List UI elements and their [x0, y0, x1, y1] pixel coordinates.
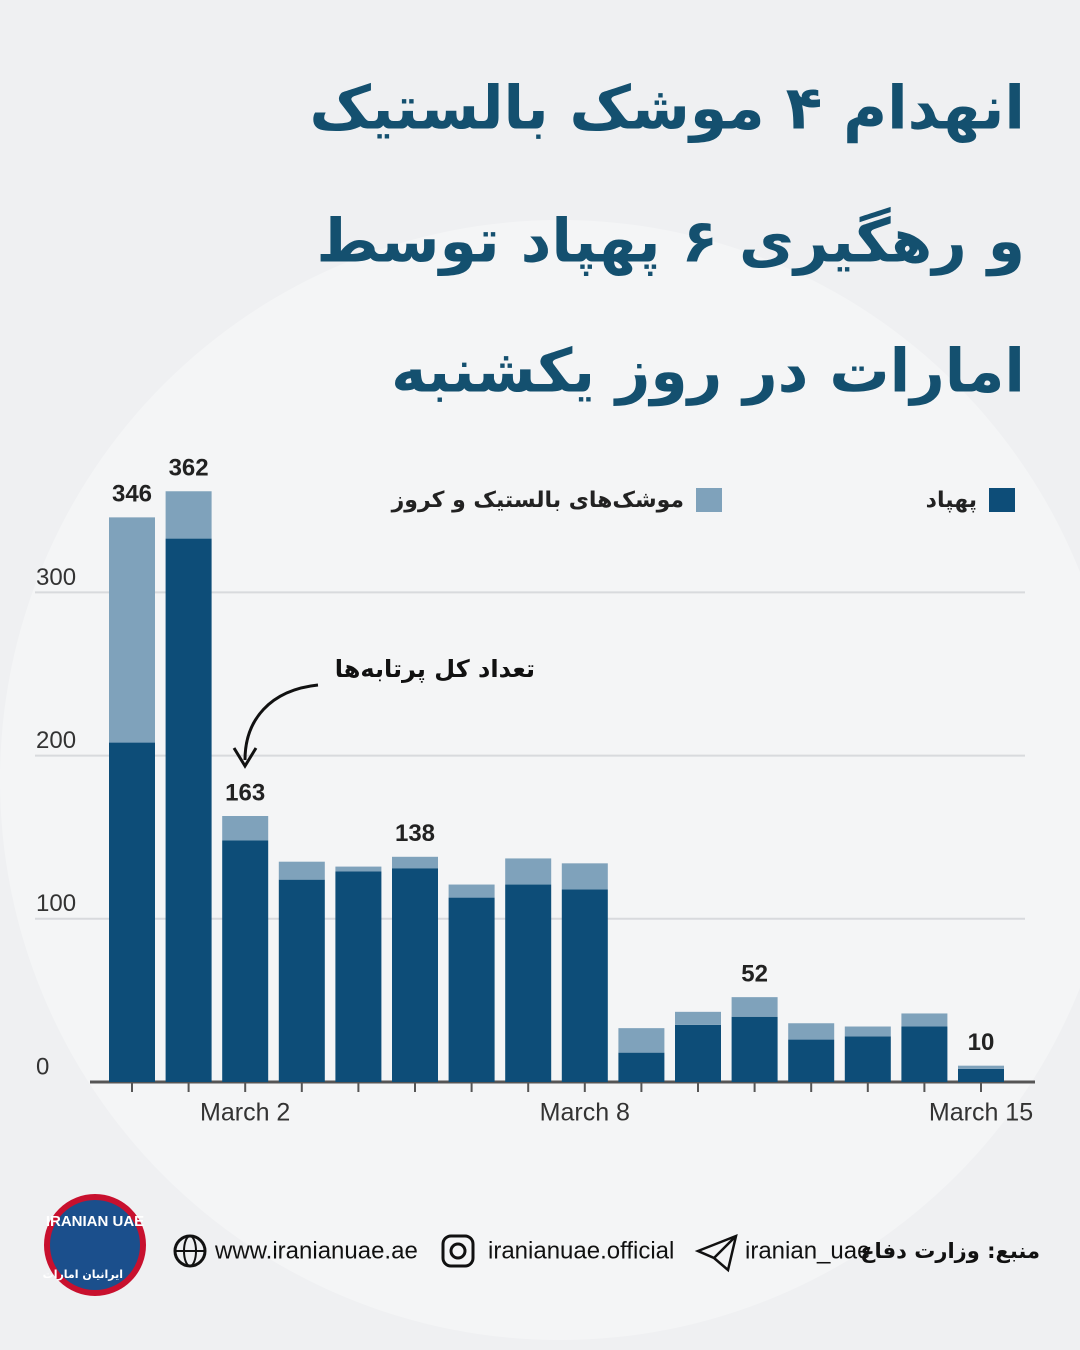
bar-segment [675, 1011, 721, 1025]
x-tick-label: March 8 [540, 1099, 630, 1127]
legend-swatch [989, 488, 1015, 512]
arrow-head [232, 747, 258, 769]
legend-label: پهپاد [926, 488, 977, 513]
bar-segment [335, 871, 382, 1082]
y-tick-label: 0 [36, 1053, 49, 1080]
logo [44, 1194, 146, 1296]
y-tick-label: 200 [36, 727, 76, 754]
bar-segment [222, 840, 269, 1082]
bar-segment [788, 1023, 835, 1040]
bar-segment [165, 538, 212, 1082]
bar-segment [958, 1068, 1004, 1082]
bar-segment [335, 866, 382, 872]
bar-segment [901, 1013, 948, 1027]
total-label: 362 [169, 455, 209, 482]
x-tick-label: March 15 [929, 1099, 1033, 1127]
bar-segment [561, 863, 608, 890]
instagram-icon [449, 1242, 467, 1260]
source: منبع: وزارت دفاع [860, 1239, 1040, 1263]
website[interactable]: www.iranianuae.ae [214, 1237, 418, 1264]
instagram-icon [441, 1234, 475, 1268]
chart: 0 100 200 300 346 362 March 2 163 138 March 8 52 Ma… [35, 455, 1035, 1127]
y-tick-label: 100 [36, 890, 76, 917]
bar-segment [278, 879, 325, 1082]
bar-segment [618, 1052, 665, 1082]
title-line: انهدام ۴ موشک بالستیک [310, 74, 1025, 144]
telegram-icon [694, 1233, 738, 1273]
legend-swatch [696, 488, 722, 512]
bar-segment [109, 742, 155, 1082]
y-tick-label: 300 [36, 564, 76, 591]
total-label: 163 [225, 779, 265, 806]
x-tick-label: March 2 [200, 1099, 290, 1127]
bar-segment [901, 1026, 948, 1082]
total-label: 138 [395, 820, 435, 847]
bar-segment [392, 868, 438, 1082]
bar-segment [731, 1016, 778, 1082]
bar-segment [448, 884, 495, 898]
bar-segment [109, 517, 155, 743]
total-label: 52 [741, 960, 768, 987]
instagram[interactable]: iranianuae.official [488, 1237, 674, 1264]
telegram[interactable]: iranian_uae [745, 1237, 870, 1264]
bar-segment [561, 889, 608, 1082]
bar-segment [278, 861, 325, 880]
bar-segment [788, 1039, 835, 1082]
bar-segment [675, 1024, 721, 1082]
footer: IRANIAN UAE ایرانیان امارات www.iranianu… [43, 1194, 1040, 1296]
bar-segment [731, 997, 778, 1017]
total-label: 346 [112, 481, 152, 508]
title-line: امارات در روز یکشنبه [391, 337, 1025, 407]
bar-segment [222, 816, 269, 841]
annotation: تعداد کل پرتابه‌ها [335, 655, 535, 683]
bar-segment [618, 1028, 665, 1053]
bar-segment [505, 884, 552, 1082]
bar-segment [392, 856, 438, 869]
legend-label: موشک‌های بالستیک و کروز [391, 488, 684, 513]
bar-segment [958, 1065, 1004, 1069]
bar-segment [844, 1026, 891, 1037]
bar-segment [844, 1036, 891, 1082]
bar-segment [505, 858, 552, 885]
logo-text: ایرانیان امارات [43, 1268, 123, 1281]
annotation-arrow [243, 683, 319, 761]
title-line: و رهگیری ۶ پهپاد توسط [316, 207, 1025, 277]
total-label: 10 [968, 1029, 995, 1056]
bar-segment [165, 491, 212, 539]
logo-text: IRANIAN UAE [46, 1213, 144, 1230]
bar-segment [448, 897, 495, 1082]
